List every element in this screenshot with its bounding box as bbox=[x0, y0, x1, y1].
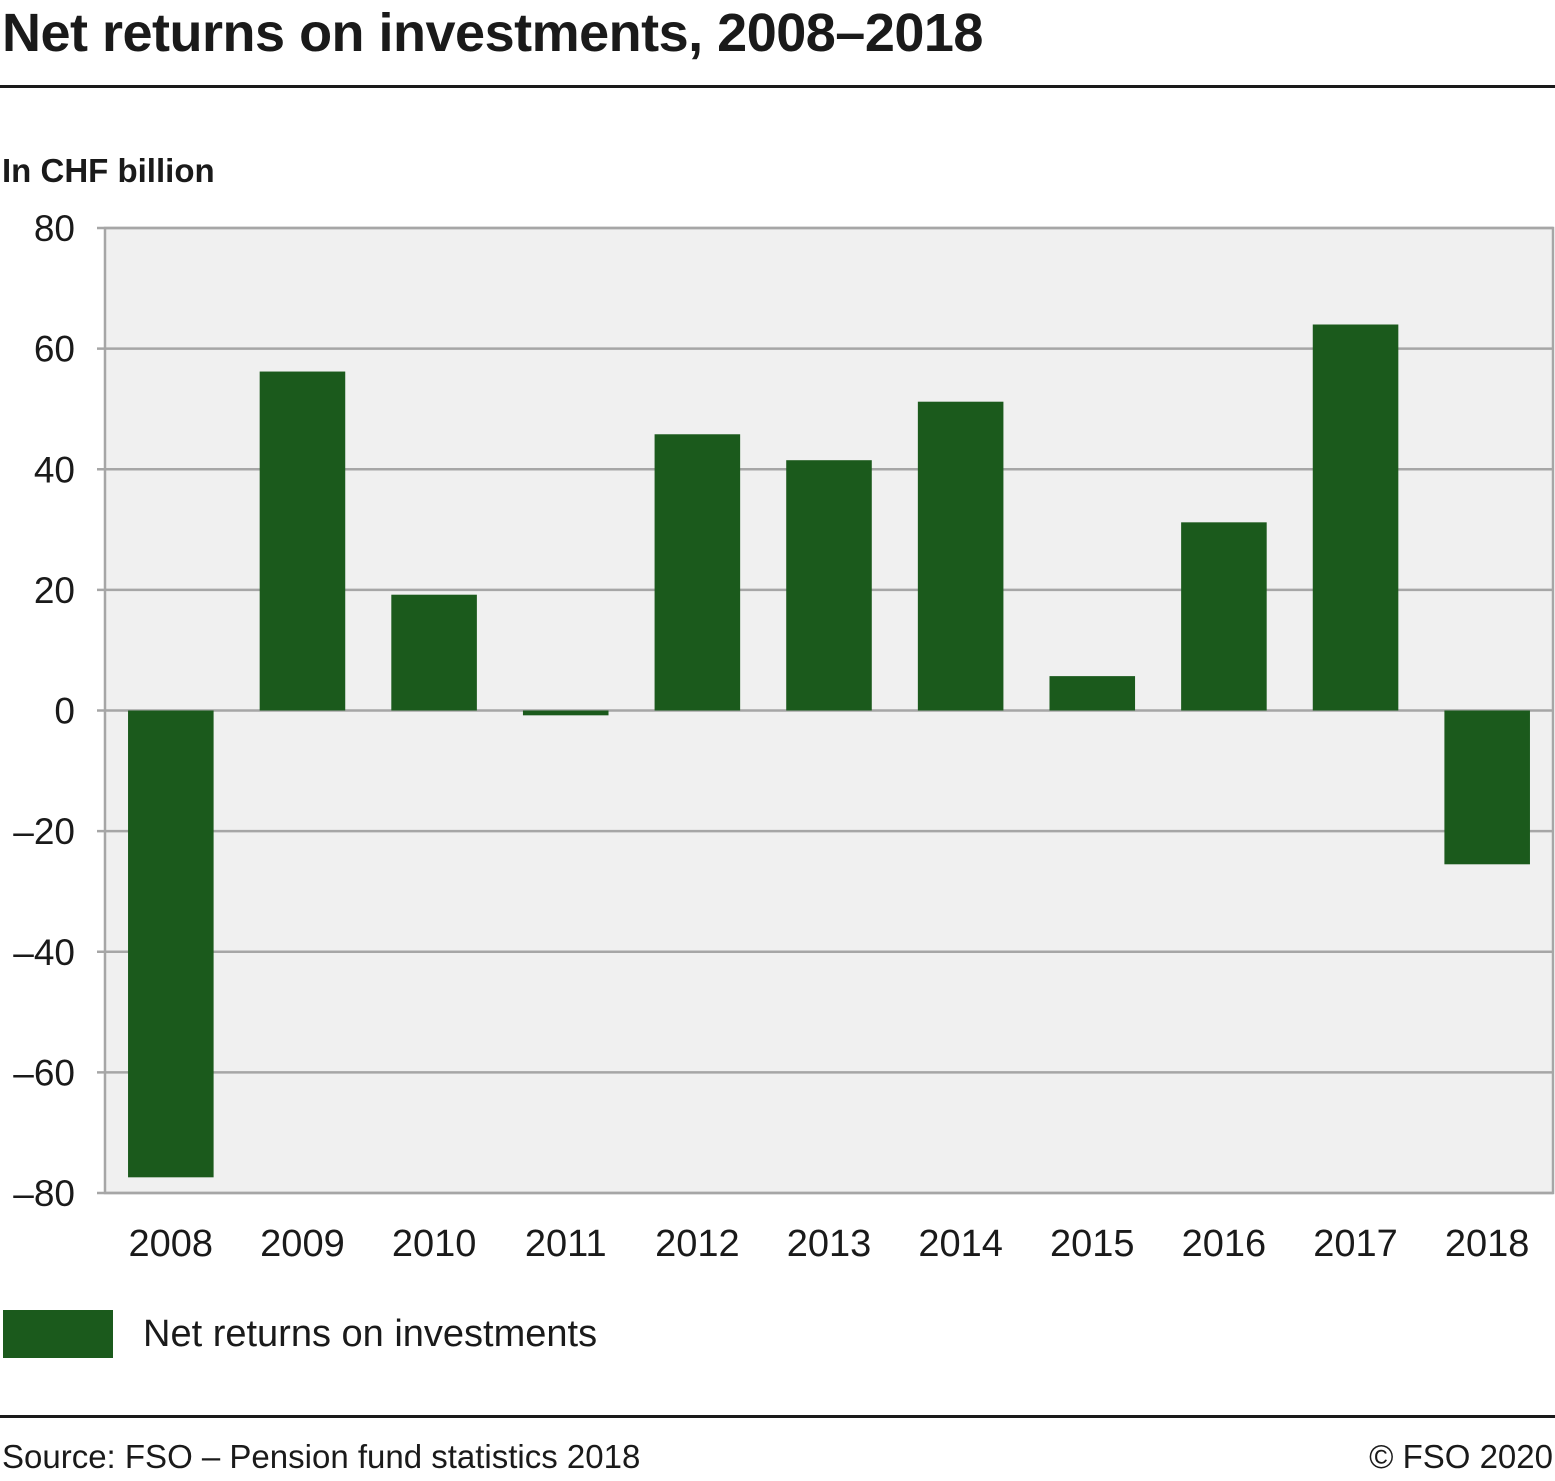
plot-frame bbox=[103, 226, 1555, 1195]
copyright-note: © FSO 2020 bbox=[1369, 1438, 1553, 1475]
legend-swatch bbox=[3, 1310, 113, 1358]
title-divider bbox=[0, 85, 1555, 88]
bars bbox=[128, 324, 1530, 1178]
y-tick-label: 40 bbox=[34, 449, 75, 490]
y-tick-label: 80 bbox=[34, 208, 75, 249]
bar-2012 bbox=[654, 434, 741, 711]
x-tick-label: 2008 bbox=[129, 1223, 214, 1265]
bar-2013 bbox=[786, 460, 872, 711]
y-tick-label: –40 bbox=[13, 932, 75, 973]
bar-2008 bbox=[128, 710, 214, 1178]
x-tick-label: 2009 bbox=[260, 1223, 345, 1265]
source-note: Source: FSO – Pension fund statistics 20… bbox=[2, 1438, 641, 1475]
y-axis-unit-label: In CHF billion bbox=[2, 152, 215, 189]
bar-2009 bbox=[259, 371, 346, 711]
y-tick-label: –20 bbox=[13, 811, 75, 852]
bar-2015 bbox=[1049, 676, 1136, 711]
x-tick-label: 2011 bbox=[525, 1223, 607, 1265]
x-tick-label: 2018 bbox=[1445, 1223, 1530, 1265]
bar-2011 bbox=[522, 710, 609, 716]
chart-title: Net returns on investments, 2008–2018 bbox=[2, 3, 983, 63]
x-tick-label: 2016 bbox=[1182, 1223, 1267, 1265]
y-tick-label: 60 bbox=[34, 329, 75, 370]
bar-2014 bbox=[917, 401, 1004, 711]
bar-2017 bbox=[1312, 324, 1399, 711]
legend: Net returns on investments bbox=[3, 1310, 597, 1358]
x-tick-label: 2012 bbox=[655, 1223, 740, 1265]
footer-divider bbox=[0, 1415, 1555, 1418]
x-tick-label: 2013 bbox=[787, 1223, 872, 1265]
x-tick-label: 2017 bbox=[1313, 1223, 1398, 1265]
y-tick-label: –80 bbox=[13, 1173, 75, 1214]
y-tick-label: –60 bbox=[13, 1052, 75, 1093]
x-tick-label: 2010 bbox=[392, 1223, 477, 1265]
legend-label: Net returns on investments bbox=[143, 1312, 598, 1355]
x-tick-label: 2015 bbox=[1050, 1223, 1135, 1265]
bar-2016 bbox=[1181, 522, 1267, 711]
x-axis-ticks: 2008 2009 2010 2011 2012 2013 2014 2015 2016 2017… bbox=[129, 1223, 1530, 1265]
bar-2010 bbox=[391, 594, 477, 711]
bar-2018 bbox=[1444, 710, 1530, 865]
y-tick-label: 20 bbox=[34, 570, 75, 611]
y-axis-ticks: 80 60 40 20 0 –20 –40 –60 –80 bbox=[13, 208, 75, 1214]
y-tick-label: 0 bbox=[54, 691, 75, 732]
plot-border bbox=[103, 226, 1555, 1195]
x-tick-label: 2014 bbox=[918, 1223, 1003, 1265]
